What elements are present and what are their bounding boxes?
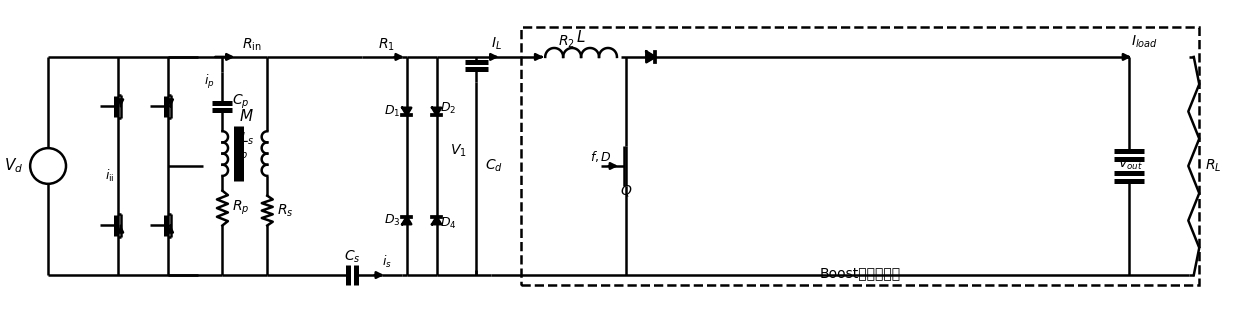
Text: $C_d$: $C_d$ <box>485 158 503 174</box>
Text: $R_1$: $R_1$ <box>378 37 396 53</box>
Polygon shape <box>433 217 441 224</box>
Text: $L$: $L$ <box>577 29 585 45</box>
Text: $D_2$: $D_2$ <box>440 101 456 116</box>
Text: $i_s$: $i_s$ <box>382 254 392 270</box>
Polygon shape <box>402 108 412 115</box>
Text: Boost阳抗变换器: Boost阳抗变换器 <box>820 266 900 280</box>
Bar <box>521 27 1199 285</box>
Polygon shape <box>402 217 412 224</box>
Text: $D_3$: $D_3$ <box>383 213 401 228</box>
Text: $f, D$: $f, D$ <box>590 149 611 164</box>
Text: $C_s$: $C_s$ <box>343 249 361 265</box>
Text: $i_p$: $i_p$ <box>205 73 215 91</box>
Text: $V_1$: $V_1$ <box>450 143 467 159</box>
Text: $I_L$: $I_L$ <box>491 36 502 52</box>
Text: $R_p$: $R_p$ <box>232 199 249 217</box>
Text: $L_s$: $L_s$ <box>241 130 254 147</box>
Text: $D_4$: $D_4$ <box>440 216 456 231</box>
Text: $R_{\mathrm{in}}$: $R_{\mathrm{in}}$ <box>243 37 262 53</box>
Text: $R_L$: $R_L$ <box>1205 158 1221 174</box>
Text: $L_p$: $L_p$ <box>233 144 248 163</box>
Text: $M$: $M$ <box>239 109 254 125</box>
Text: $V_d$: $V_d$ <box>4 156 22 175</box>
Polygon shape <box>646 52 655 62</box>
Text: $I_{load}$: $I_{load}$ <box>1131 34 1157 50</box>
Text: $Q$: $Q$ <box>620 183 632 198</box>
Polygon shape <box>433 108 441 115</box>
Text: $C_p$: $C_p$ <box>232 92 249 111</box>
Text: $R_2$: $R_2$ <box>558 34 574 50</box>
Text: $D_1$: $D_1$ <box>383 104 401 119</box>
Text: $i_{\mathrm{ii}}$: $i_{\mathrm{ii}}$ <box>105 168 114 184</box>
Text: $V_{out}$: $V_{out}$ <box>1118 156 1143 171</box>
Text: $R_s$: $R_s$ <box>277 202 294 219</box>
